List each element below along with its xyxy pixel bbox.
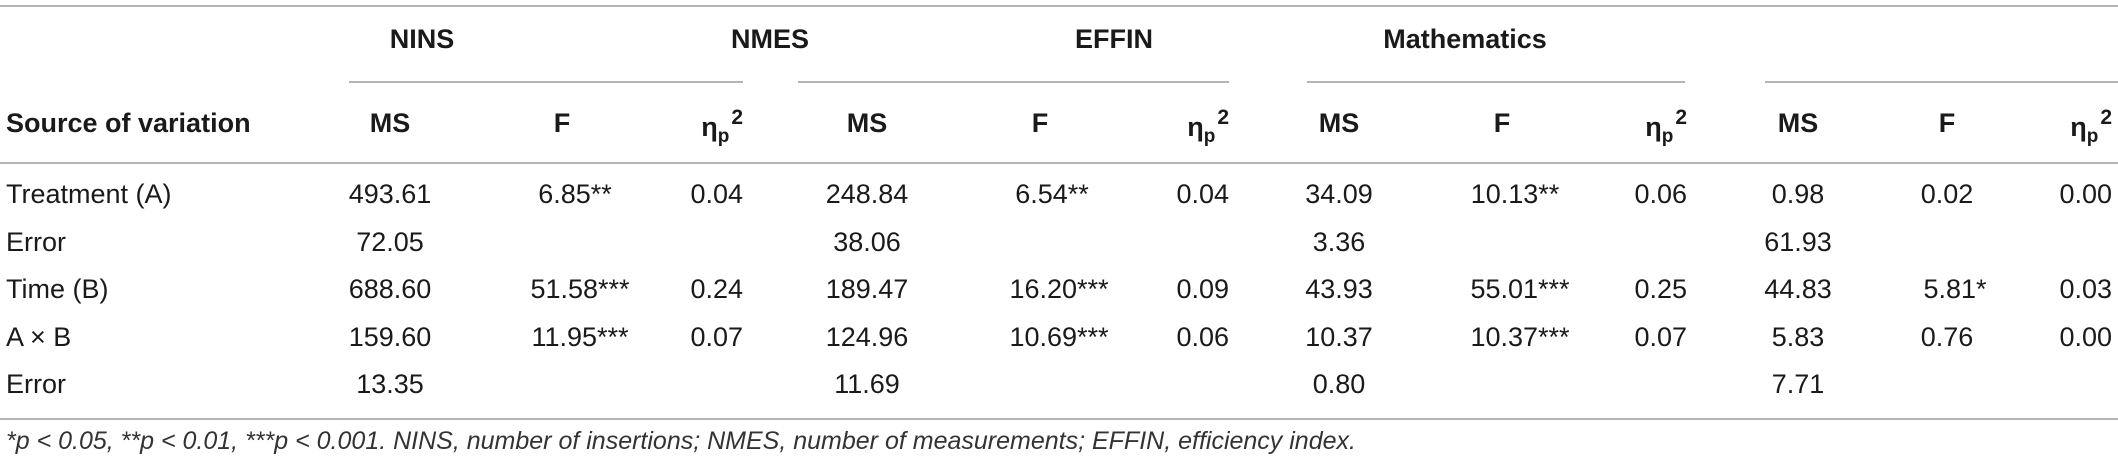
table-cell: 61.93 — [1764, 227, 1832, 257]
table-cell: 0.02 — [1920, 179, 1974, 209]
table-cell: 72.05 — [356, 227, 424, 257]
table-cell: 6.54** — [1015, 179, 1089, 209]
source-of-variation-header: Source of variation — [6, 108, 251, 138]
table-cell: 0.00 — [2059, 179, 2112, 209]
row-label-error: Error — [6, 369, 66, 399]
table-cell: 11.69 — [834, 369, 900, 399]
table-cell: 0.98 — [1771, 179, 1825, 209]
table-cell: 10.37 — [1305, 322, 1373, 352]
table-cell: 38.06 — [833, 227, 901, 257]
row-label-error: Error — [6, 227, 66, 257]
group-header-mathematics: Mathematics — [1383, 24, 1547, 54]
table-cell: 5.83 — [1771, 322, 1825, 352]
table-cell: 43.93 — [1305, 274, 1373, 304]
table-cell: 0.04 — [1176, 179, 1229, 209]
partial-eta-squared-header: ηp2 — [1187, 106, 1229, 147]
f-header: F — [1031, 108, 1049, 138]
f-header: F — [553, 108, 571, 138]
table-cell: 6.85** — [538, 179, 612, 209]
table-cell: 16.20*** — [1009, 274, 1109, 304]
group-rule-nins — [349, 81, 743, 83]
ms-header: MS — [1777, 108, 1819, 138]
table-cell: 189.47 — [825, 274, 909, 304]
table-cell: 248.84 — [825, 179, 909, 209]
table-cell: 10.69*** — [1009, 322, 1109, 352]
table-cell: 0.07 — [1634, 322, 1687, 352]
f-header: F — [1493, 108, 1511, 138]
table-cell: 0.06 — [1176, 322, 1229, 352]
table-cell: 0.09 — [1176, 274, 1229, 304]
table-cell: 0.25 — [1634, 274, 1687, 304]
table-cell: 3.36 — [1312, 227, 1366, 257]
row-label-interaction: A × B — [6, 322, 72, 352]
group-header-nins: NINS — [389, 24, 455, 54]
table-cell: 34.09 — [1305, 179, 1373, 209]
bottom-rule — [0, 418, 2118, 420]
table-cell: 11.95*** — [531, 322, 629, 352]
partial-eta-squared-header: ηp2 — [1645, 106, 1687, 147]
group-rule-nmes — [798, 81, 1229, 83]
ms-header: MS — [846, 108, 888, 138]
header-rule — [0, 162, 2118, 164]
top-rule — [0, 5, 2118, 7]
table-cell: 55.01*** — [1470, 274, 1570, 304]
table-cell: 7.71 — [1771, 369, 1825, 399]
table-cell: 124.96 — [825, 322, 909, 352]
table-cell: 5.81* — [1923, 274, 1987, 304]
f-header: F — [1938, 108, 1956, 138]
group-rule-effin — [1307, 81, 1685, 83]
table-cell: 13.35 — [356, 369, 424, 399]
partial-eta-squared-header: ηp2 — [701, 106, 743, 147]
table-cell: 0.07 — [690, 322, 743, 352]
table-cell: 0.76 — [1920, 322, 1974, 352]
table-cell: 0.24 — [690, 274, 743, 304]
group-rule-mathematics — [1765, 81, 2118, 83]
row-label-time: Time (B) — [6, 274, 109, 304]
table-cell: 10.37*** — [1470, 322, 1570, 352]
ms-header: MS — [1318, 108, 1360, 138]
table-cell: 0.80 — [1312, 369, 1366, 399]
table-cell: 51.58*** — [530, 274, 630, 304]
row-label-treatment: Treatment (A) — [6, 179, 172, 209]
table-cell: 10.13** — [1470, 179, 1560, 209]
table-cell: 0.04 — [690, 179, 743, 209]
table-cell: 0.03 — [2059, 274, 2112, 304]
table-cell: 159.60 — [348, 322, 432, 352]
group-header-nmes: NMES — [730, 24, 810, 54]
ms-header: MS — [369, 108, 411, 138]
partial-eta-squared-header: ηp2 — [2070, 106, 2112, 147]
table-footnote: *p < 0.05, **p < 0.01, ***p < 0.001. NIN… — [6, 427, 1356, 455]
table-cell: 0.06 — [1634, 179, 1687, 209]
table-cell: 493.61 — [348, 179, 432, 209]
table-cell: 0.00 — [2059, 322, 2112, 352]
table-cell: 44.83 — [1764, 274, 1832, 304]
table-cell: 688.60 — [348, 274, 432, 304]
group-header-effin: EFFIN — [1075, 24, 1153, 54]
